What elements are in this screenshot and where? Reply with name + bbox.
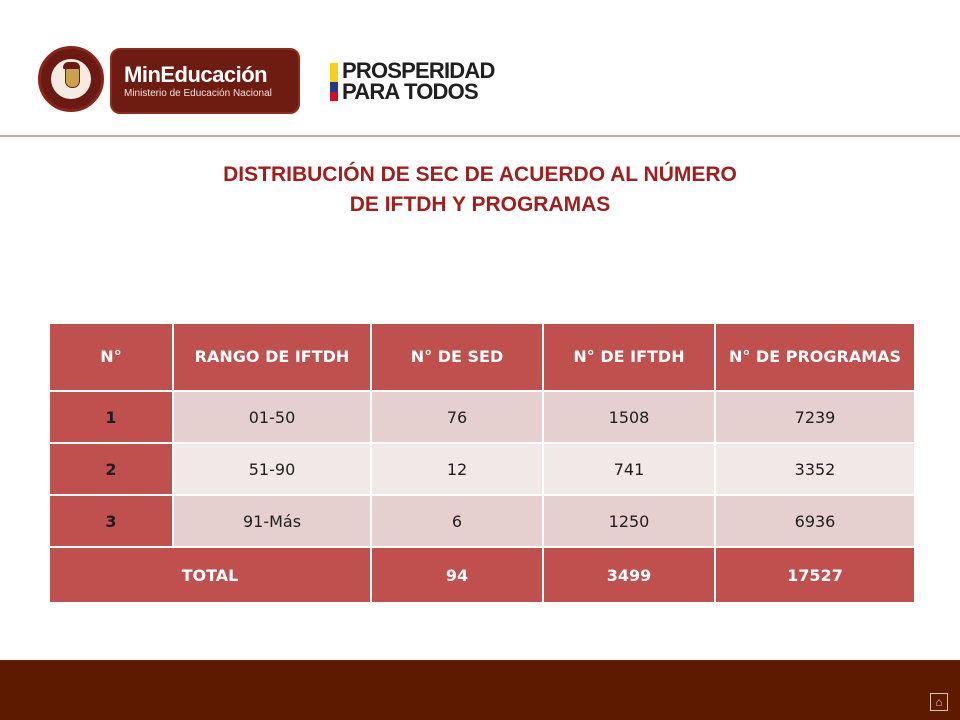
range-cell: 01-50 bbox=[172, 390, 372, 444]
header-sed: N° DE SED bbox=[370, 322, 544, 392]
shield-icon bbox=[65, 68, 80, 88]
title-line-1: DISTRIBUCIÓN DE SEC DE ACUERDO AL NÚMERO bbox=[223, 163, 737, 186]
total-programs: 17527 bbox=[714, 546, 916, 604]
total-row: TOTAL 94 3499 17527 bbox=[48, 546, 916, 604]
slide-title: DISTRIBUCIÓN DE SEC DE ACUERDO AL NÚMERO… bbox=[0, 160, 960, 220]
footer-bar: ⌂ bbox=[0, 660, 960, 720]
programs-cell: 7239 bbox=[714, 390, 916, 444]
slogan-line-1: PROSPERIDAD bbox=[342, 58, 495, 83]
ministry-name: MinEducación bbox=[124, 62, 268, 87]
total-sed: 94 bbox=[370, 546, 544, 604]
header-iftdh: N° DE IFTDH bbox=[542, 322, 716, 392]
header-divider bbox=[0, 135, 960, 137]
home-icon[interactable]: ⌂ bbox=[930, 693, 948, 711]
slogan-line-2: PARA TODOS bbox=[342, 79, 479, 104]
title-line-2: DE IFTDH Y PROGRAMAS bbox=[349, 193, 611, 216]
header-range: RANGO DE IFTDH bbox=[172, 322, 372, 392]
header-number: N° bbox=[48, 322, 174, 392]
sed-cell: 76 bbox=[370, 390, 544, 444]
condor-icon bbox=[63, 62, 80, 69]
coat-of-arms-seal bbox=[38, 46, 104, 112]
seal-emblem bbox=[51, 59, 91, 99]
row-number: 3 bbox=[48, 494, 174, 548]
table-row: 3 91-Más 6 1250 6936 bbox=[48, 494, 916, 548]
table-row: 1 01-50 76 1508 7239 bbox=[48, 390, 916, 444]
sed-cell: 12 bbox=[370, 442, 544, 496]
programs-cell: 6936 bbox=[714, 494, 916, 548]
iftdh-cell: 1508 bbox=[542, 390, 716, 444]
total-label: TOTAL bbox=[48, 546, 372, 604]
mineducacion-logo: MinEducación Ministerio de Educación Nac… bbox=[110, 48, 300, 114]
distribution-table: N° RANGO DE IFTDH N° DE SED N° DE IFTDH … bbox=[48, 322, 916, 604]
total-iftdh: 3499 bbox=[542, 546, 716, 604]
row-number: 2 bbox=[48, 442, 174, 496]
header-programs: N° DE PROGRAMAS bbox=[714, 322, 916, 392]
range-cell: 91-Más bbox=[172, 494, 372, 548]
iftdh-cell: 741 bbox=[542, 442, 716, 496]
colombia-flag-icon bbox=[330, 63, 338, 101]
prosperidad-logo: PROSPERIDAD PARA TODOS bbox=[342, 58, 495, 104]
table-row: 2 51-90 12 741 3352 bbox=[48, 442, 916, 496]
sed-cell: 6 bbox=[370, 494, 544, 548]
table-header-row: N° RANGO DE IFTDH N° DE SED N° DE IFTDH … bbox=[48, 322, 916, 392]
range-cell: 51-90 bbox=[172, 442, 372, 496]
ministry-subtitle: Ministerio de Educación Nacional bbox=[124, 88, 272, 99]
iftdh-cell: 1250 bbox=[542, 494, 716, 548]
programs-cell: 3352 bbox=[714, 442, 916, 496]
row-number: 1 bbox=[48, 390, 174, 444]
